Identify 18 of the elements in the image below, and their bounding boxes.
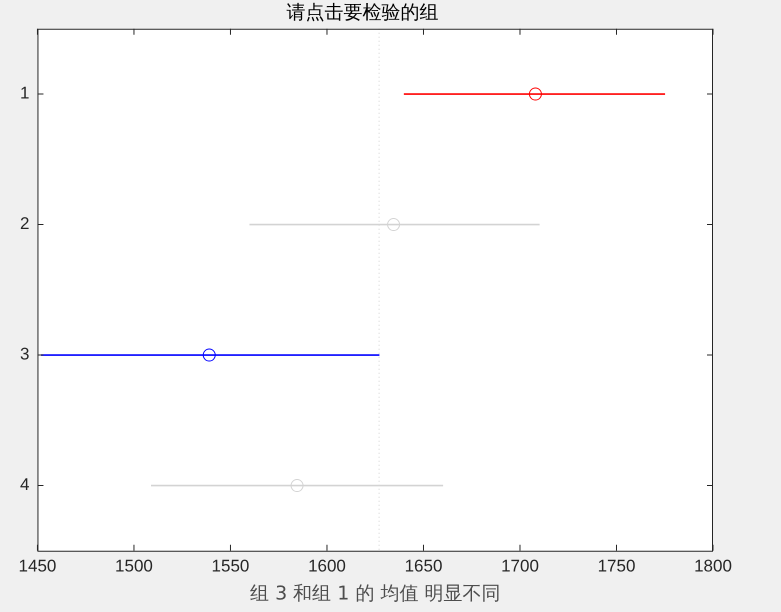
x-tick-label: 1800 — [694, 556, 732, 576]
x-tick-label: 1500 — [115, 556, 153, 576]
point — [290, 479, 304, 492]
x-tick-label: 1650 — [404, 556, 442, 576]
y-tick-label: 1 — [20, 84, 30, 103]
x-tick-label: 1550 — [212, 556, 250, 576]
chart-title: 请点击要检验的组 — [286, 1, 438, 24]
y-tick-label: 2 — [20, 214, 30, 234]
point — [202, 348, 216, 362]
x-axis-title: 组 3 和组 1 的 均值 明显不同 — [250, 582, 500, 605]
x-tick-label: 1450 — [18, 556, 56, 576]
x-tick-label: 1600 — [308, 556, 346, 576]
x-tick-label: 1750 — [598, 556, 636, 576]
x-tick-label: 1700 — [501, 556, 539, 576]
y-tick-label: 3 — [20, 344, 30, 364]
point — [528, 88, 542, 101]
point — [387, 218, 400, 232]
y-tick-label: 4 — [20, 475, 30, 494]
